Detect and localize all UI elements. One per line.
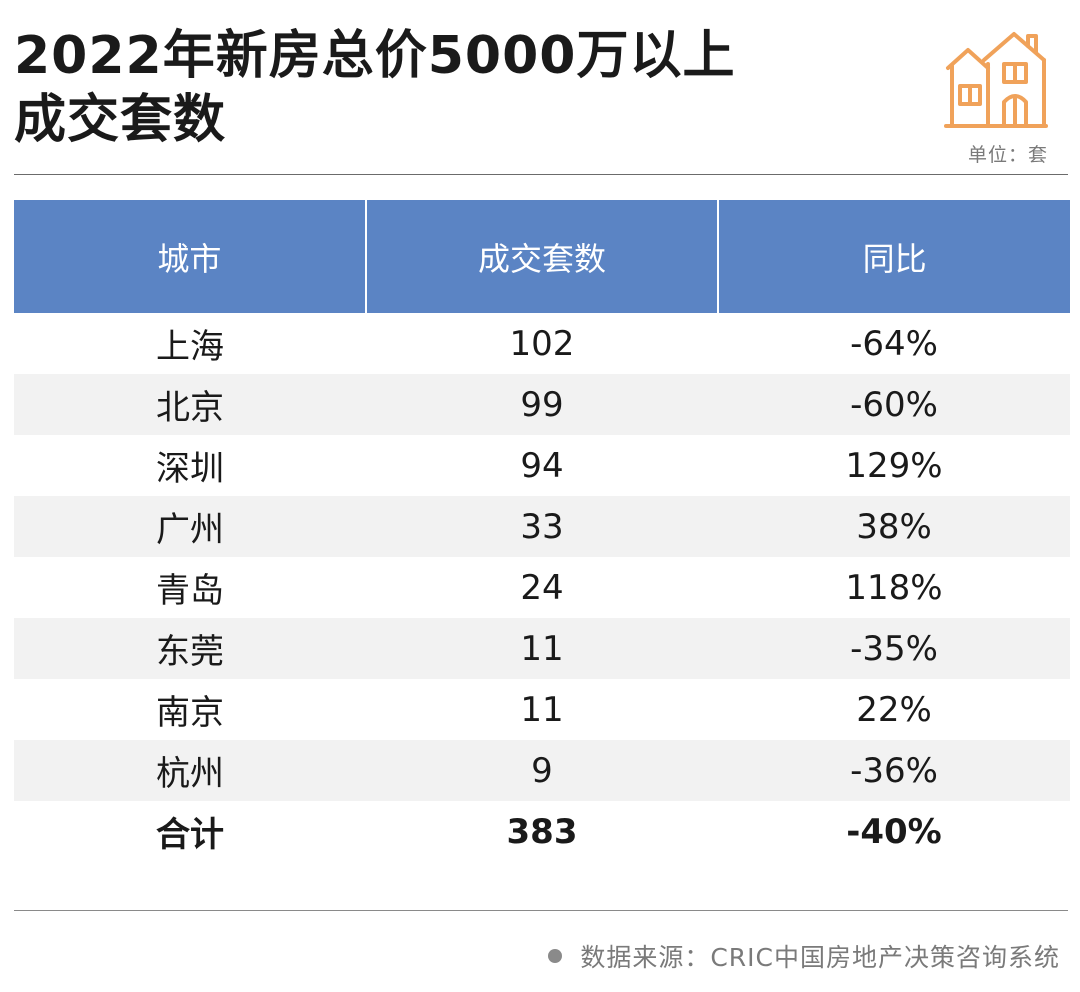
count-cell: 33	[520, 506, 564, 547]
city-cell: 东莞	[156, 632, 224, 672]
yoy-cell: 118%	[845, 567, 943, 608]
yoy-cell: -60%	[850, 384, 938, 425]
city-cell: 上海	[156, 327, 224, 367]
column-header-city: 城市	[14, 200, 367, 313]
city-cell: 青岛	[156, 571, 224, 611]
city-cell: 广州	[156, 510, 224, 550]
city-cell: 北京	[156, 388, 224, 428]
count-cell: 94	[520, 445, 564, 486]
bottom-divider	[14, 910, 1068, 911]
data-table: 城市 成交套数 同比 上海 102 -64% 北京 99 -60% 深圳 94 …	[14, 200, 1070, 862]
city-cell: 杭州	[156, 754, 224, 794]
count-cell: 11	[520, 689, 564, 730]
count-cell: 102	[509, 323, 575, 364]
table-row: 青岛 24 118%	[14, 557, 1070, 618]
yoy-cell: -36%	[850, 750, 938, 791]
total-label-cell: 合计	[156, 815, 224, 855]
yoy-cell: -64%	[850, 323, 938, 364]
city-cell: 深圳	[156, 449, 224, 489]
table-row: 南京 11 22%	[14, 679, 1070, 740]
table-header: 城市 成交套数 同比	[14, 200, 1070, 313]
city-cell: 南京	[156, 693, 224, 733]
table-row: 广州 33 38%	[14, 496, 1070, 557]
yoy-cell: 22%	[856, 689, 932, 730]
table-total-row: 合计 383 -40%	[14, 801, 1070, 862]
table-row: 北京 99 -60%	[14, 374, 1070, 435]
table-row: 深圳 94 129%	[14, 435, 1070, 496]
source-text: 数据来源：CRIC中国房地产决策咨询系统	[580, 943, 1060, 972]
title-line-1: 2022年新房总价5000万以上	[14, 26, 736, 86]
total-yoy-cell: -40%	[846, 811, 942, 852]
column-header-yoy: 同比	[862, 239, 927, 278]
bullet-icon	[548, 949, 563, 963]
table-row: 上海 102 -64%	[14, 313, 1070, 374]
total-count-cell: 383	[506, 811, 578, 852]
count-cell: 9	[531, 750, 553, 791]
title-line-2: 成交套数	[14, 90, 227, 150]
count-cell: 24	[520, 567, 564, 608]
unit-label: 单位：套	[967, 144, 1048, 166]
count-cell: 99	[520, 384, 564, 425]
house-icon	[944, 32, 1048, 128]
top-divider	[14, 174, 1068, 175]
table-row: 杭州 9 -36%	[14, 740, 1070, 801]
column-header-count: 成交套数	[367, 200, 720, 313]
count-cell: 11	[520, 628, 564, 669]
yoy-cell: 38%	[856, 506, 932, 547]
yoy-cell: -35%	[850, 628, 938, 669]
source-note: 数据来源：CRIC中国房地产决策咨询系统	[548, 938, 1060, 974]
page-title: 2022年新房总价5000万以上 成交套数	[14, 24, 735, 152]
yoy-cell: 129%	[845, 445, 943, 486]
table-row: 东莞 11 -35%	[14, 618, 1070, 679]
